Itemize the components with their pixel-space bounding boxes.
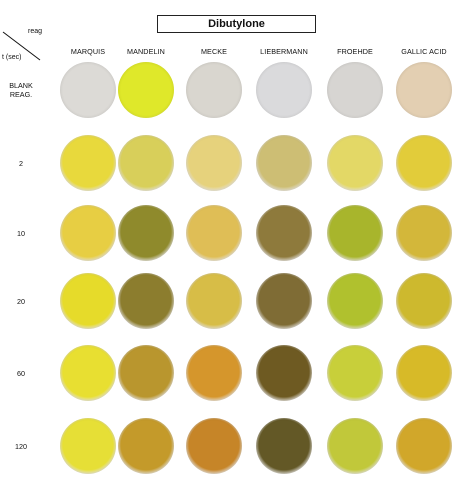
test-well-2-5 (396, 205, 452, 261)
test-well-0-0 (60, 62, 116, 118)
reagent-header-0: MARQUIS (70, 47, 106, 56)
test-well-2-3 (256, 205, 312, 261)
reagent-header-2: MECKE (200, 47, 228, 56)
corner-header: reag t (sec) (0, 28, 60, 68)
test-well-5-1 (118, 418, 174, 474)
time-row-label-4: 60 (17, 369, 25, 378)
test-well-1-1 (118, 135, 174, 191)
test-well-2-0 (60, 205, 116, 261)
test-well-0-2 (186, 62, 242, 118)
page-title: Dibutylone (157, 15, 316, 33)
test-well-3-2 (186, 273, 242, 329)
test-well-3-0 (60, 273, 116, 329)
test-well-3-5 (396, 273, 452, 329)
reagent-header-3: LIEBERMANN (260, 47, 308, 56)
test-well-5-4 (327, 418, 383, 474)
reagent-header-5: GALLIC ACID (401, 47, 447, 56)
time-row-label-5: 120 (15, 442, 27, 451)
test-well-4-5 (396, 345, 452, 401)
test-well-3-4 (327, 273, 383, 329)
test-well-4-3 (256, 345, 312, 401)
test-well-5-3 (256, 418, 312, 474)
test-well-1-4 (327, 135, 383, 191)
test-well-2-1 (118, 205, 174, 261)
time-row-label-1: 2 (19, 159, 23, 168)
reagent-axis-label: reag (28, 28, 43, 35)
test-well-0-3 (256, 62, 312, 118)
time-row-label-0: BLANK REAG. (9, 81, 33, 99)
diagonal-divider (2, 31, 41, 61)
reagent-header-4: FROEHDE (337, 47, 373, 56)
time-row-label-2: 10 (17, 229, 25, 238)
time-axis-label: t (sec) (2, 54, 22, 61)
time-row-label-3: 20 (17, 297, 25, 306)
test-well-3-3 (256, 273, 312, 329)
test-well-4-0 (60, 345, 116, 401)
test-well-1-5 (396, 135, 452, 191)
test-well-1-0 (60, 135, 116, 191)
test-well-4-2 (186, 345, 242, 401)
test-well-2-4 (327, 205, 383, 261)
test-well-1-2 (186, 135, 242, 191)
test-well-5-0 (60, 418, 116, 474)
test-well-0-1 (118, 62, 174, 118)
reagent-header-1: MANDELIN (127, 47, 165, 56)
test-well-3-1 (118, 273, 174, 329)
test-well-4-1 (118, 345, 174, 401)
test-well-4-4 (327, 345, 383, 401)
test-well-0-5 (396, 62, 452, 118)
test-well-1-3 (256, 135, 312, 191)
test-well-0-4 (327, 62, 383, 118)
test-well-5-5 (396, 418, 452, 474)
test-well-2-2 (186, 205, 242, 261)
test-well-5-2 (186, 418, 242, 474)
